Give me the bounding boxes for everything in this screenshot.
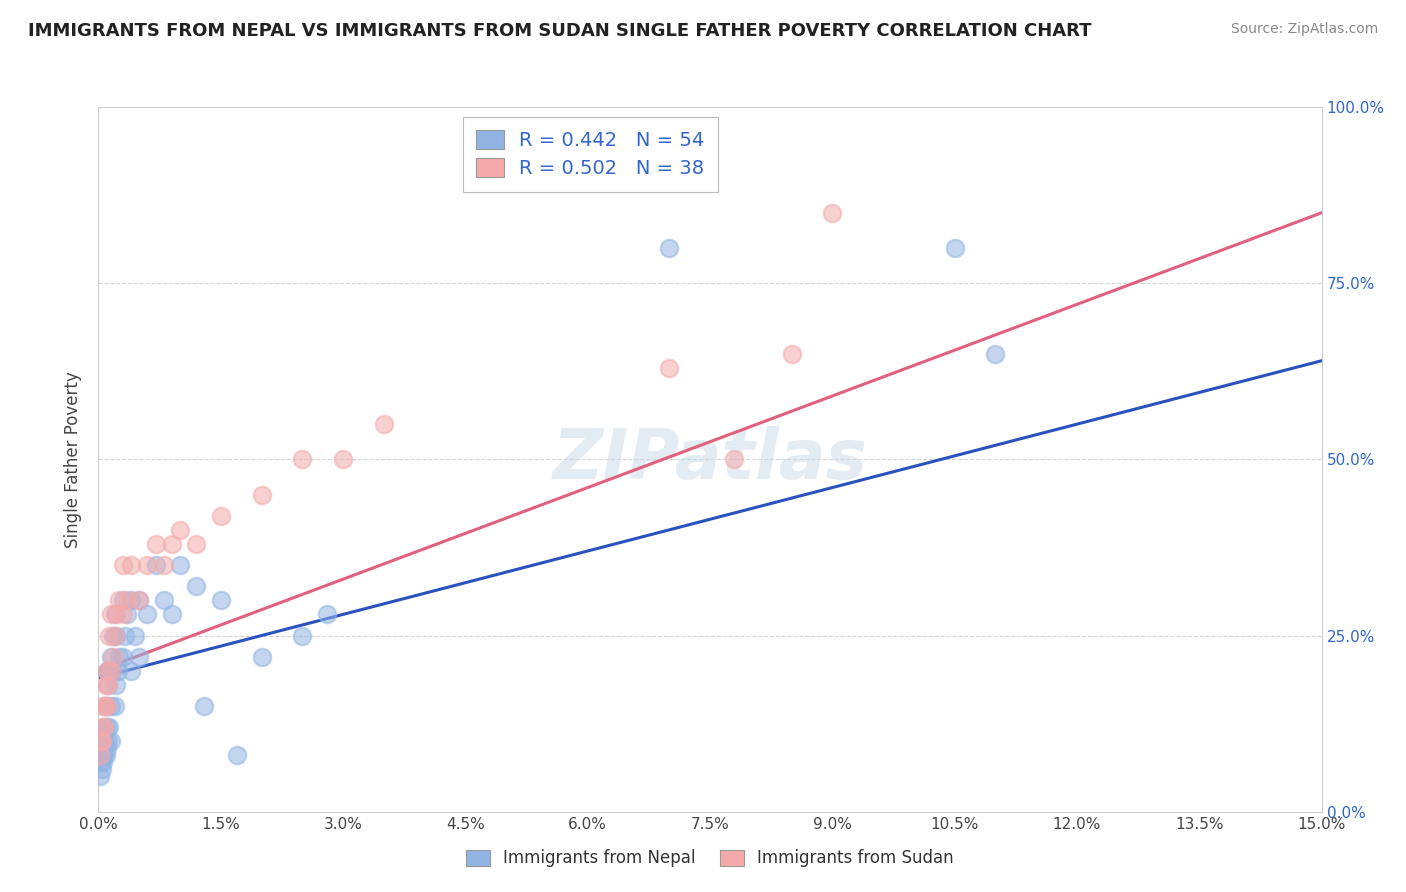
- Point: [332, 452, 354, 467]
- Point: [250, 487, 273, 501]
- Point: [120, 664, 142, 678]
- Point: [120, 593, 142, 607]
- Point: [104, 607, 127, 622]
- Point: [101, 664, 124, 678]
- Point: [97, 678, 120, 692]
- Point: [315, 607, 337, 622]
- Point: [111, 649, 134, 664]
- Point: [91, 720, 114, 734]
- Point: [98, 664, 121, 678]
- Point: [96, 664, 118, 678]
- Point: [97, 678, 120, 692]
- Point: [94, 699, 117, 714]
- Point: [104, 628, 127, 642]
- Point: [373, 417, 395, 431]
- Point: [193, 699, 215, 714]
- Point: [160, 607, 183, 622]
- Point: [100, 699, 122, 714]
- Point: [250, 649, 273, 664]
- Point: [93, 748, 115, 763]
- Point: [91, 756, 114, 770]
- Point: [115, 593, 138, 607]
- Point: [96, 720, 118, 734]
- Point: [152, 558, 174, 573]
- Point: [91, 734, 114, 748]
- Point: [821, 205, 844, 219]
- Point: [101, 649, 124, 664]
- Point: [100, 607, 122, 622]
- Text: IMMIGRANTS FROM NEPAL VS IMMIGRANTS FROM SUDAN SINGLE FATHER POVERTY CORRELATION: IMMIGRANTS FROM NEPAL VS IMMIGRANTS FROM…: [28, 22, 1091, 40]
- Point: [90, 734, 112, 748]
- Point: [186, 579, 208, 593]
- Point: [94, 734, 117, 748]
- Point: [100, 734, 122, 748]
- Point: [90, 763, 112, 777]
- Point: [96, 664, 118, 678]
- Point: [128, 593, 150, 607]
- Point: [780, 346, 803, 360]
- Point: [124, 628, 146, 642]
- Point: [100, 664, 122, 678]
- Point: [93, 720, 115, 734]
- Point: [169, 558, 191, 573]
- Point: [658, 241, 681, 255]
- Point: [107, 664, 129, 678]
- Point: [94, 678, 117, 692]
- Point: [291, 628, 314, 642]
- Point: [169, 523, 191, 537]
- Point: [115, 607, 138, 622]
- Point: [89, 748, 111, 763]
- Point: [723, 452, 745, 467]
- Point: [186, 537, 208, 551]
- Point: [108, 649, 131, 664]
- Point: [226, 748, 249, 763]
- Point: [108, 593, 131, 607]
- Point: [111, 607, 134, 622]
- Point: [160, 537, 183, 551]
- Point: [105, 607, 128, 622]
- Point: [120, 558, 142, 573]
- Point: [98, 628, 121, 642]
- Point: [136, 607, 159, 622]
- Text: ZIPatlas: ZIPatlas: [553, 425, 868, 493]
- Point: [111, 558, 134, 573]
- Point: [105, 678, 128, 692]
- Point: [136, 558, 159, 573]
- Point: [96, 699, 118, 714]
- Point: [96, 699, 118, 714]
- Point: [90, 756, 112, 770]
- Point: [984, 346, 1007, 360]
- Point: [209, 593, 232, 607]
- Point: [100, 649, 122, 664]
- Point: [89, 769, 111, 784]
- Point: [90, 734, 112, 748]
- Point: [291, 452, 314, 467]
- Point: [105, 628, 128, 642]
- Point: [111, 593, 134, 607]
- Point: [943, 241, 966, 255]
- Point: [94, 748, 117, 763]
- Point: [96, 741, 118, 756]
- Text: Source: ZipAtlas.com: Source: ZipAtlas.com: [1230, 22, 1378, 37]
- Point: [91, 748, 114, 763]
- Point: [128, 649, 150, 664]
- Point: [94, 699, 117, 714]
- Legend: Immigrants from Nepal, Immigrants from Sudan: Immigrants from Nepal, Immigrants from S…: [460, 843, 960, 874]
- Point: [101, 628, 124, 642]
- Point: [209, 508, 232, 523]
- Point: [658, 360, 681, 375]
- Point: [114, 628, 136, 642]
- Point: [97, 734, 120, 748]
- Point: [145, 558, 167, 573]
- Point: [98, 720, 121, 734]
- Point: [104, 699, 127, 714]
- Y-axis label: Single Father Poverty: Single Father Poverty: [65, 371, 83, 548]
- Point: [152, 593, 174, 607]
- Point: [145, 537, 167, 551]
- Point: [93, 720, 115, 734]
- Point: [91, 699, 114, 714]
- Point: [128, 593, 150, 607]
